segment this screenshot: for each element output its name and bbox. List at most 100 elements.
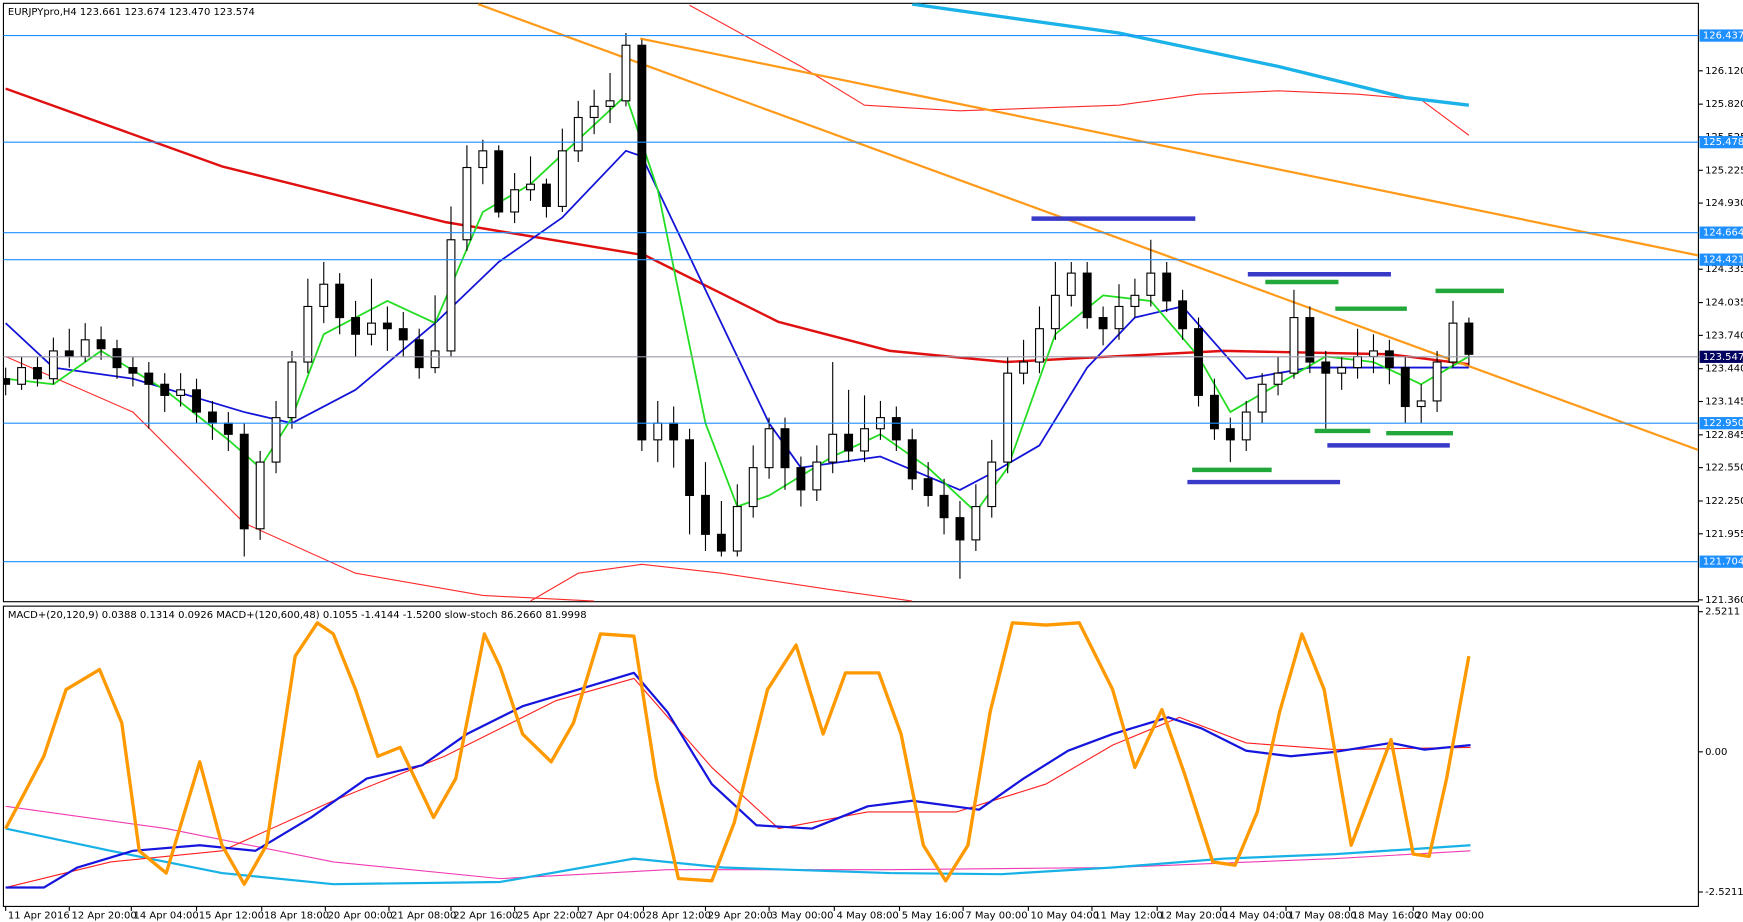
x-tick-label: 14 Apr 04:00 [134, 910, 199, 921]
candle-body [716, 533, 726, 552]
indicator-line [640, 37, 1699, 257]
level-label: 124.421 [1703, 255, 1743, 266]
candle-body [430, 350, 440, 369]
candle-body [462, 166, 472, 241]
candle-body [1432, 361, 1442, 402]
indicator-line [4, 621, 1471, 886]
level-label-box [1699, 226, 1743, 239]
candle-body [780, 428, 790, 469]
candle-body [1369, 350, 1378, 358]
candle-body [621, 44, 631, 102]
candle-body [557, 150, 567, 207]
level-label-box [1699, 136, 1743, 149]
indicator-line [5, 677, 1471, 889]
candle-body [1257, 383, 1267, 413]
x-tick-label: 7 May 00:00 [965, 910, 1027, 921]
candle-body [144, 372, 154, 385]
candle-body [255, 461, 265, 530]
candle-body [1241, 411, 1251, 441]
y-tick-label: 123.440 [1705, 364, 1743, 375]
candle-body [382, 322, 392, 330]
candle-body [701, 494, 710, 535]
y-tick-label: 0.00 [1705, 747, 1727, 758]
candle-body [446, 239, 456, 352]
candle-body [80, 339, 90, 358]
y-tick-label: 126.120 [1705, 66, 1743, 77]
candle-body [1066, 272, 1076, 296]
candle-body [1353, 355, 1363, 369]
candle-body [1003, 372, 1013, 463]
candle-body [17, 367, 27, 385]
candle-body [33, 367, 42, 380]
y-tick-label: 121.360 [1705, 595, 1743, 606]
y-tick-label: 124.335 [1705, 264, 1743, 275]
x-tick-label: 20 Apr 00:00 [328, 910, 393, 921]
candle-body [732, 505, 742, 552]
candle-body [128, 367, 138, 374]
y-tick-label: 122.250 [1705, 496, 1743, 507]
candle-body [1464, 322, 1474, 355]
candle-body [1098, 317, 1108, 330]
candle-body [1162, 272, 1172, 302]
candle-body [1194, 328, 1203, 396]
candle-body [907, 439, 917, 480]
y-tick-label: 122.550 [1705, 463, 1743, 474]
x-tick-label: 3 May 00:00 [771, 910, 833, 921]
y-tick-label: 125.820 [1705, 99, 1743, 110]
candle-body [844, 433, 854, 452]
candle-body [669, 422, 679, 441]
x-tick-label: 18 Apr 18:00 [264, 910, 329, 921]
candle-body [573, 116, 583, 152]
candle-body [414, 339, 424, 369]
candle-body [812, 461, 822, 491]
indicator-line [5, 87, 1470, 366]
candle-body [176, 389, 186, 396]
candle-body [1114, 305, 1124, 330]
x-tick-label: 21 Apr 08:00 [391, 910, 456, 921]
candle-body [653, 422, 663, 441]
x-tick-label: 20 May 00:00 [1415, 910, 1484, 921]
axes: 126.120125.820125.525125.225124.930124.3… [5, 7, 1743, 921]
candle-body [526, 183, 535, 191]
x-tick-label: 4 May 08:00 [837, 910, 899, 921]
indicator-panel-frame [2, 605, 1699, 907]
x-tick-label: 10 May 04:00 [1031, 910, 1100, 921]
level-label: 126.437 [1703, 31, 1743, 42]
candle-body [271, 417, 281, 463]
candle-body [1273, 372, 1283, 385]
panel-title: MACD+(20,120,9) 0.0388 0.1314 0.0926 MAC… [8, 610, 587, 621]
x-tick-label: 28 Apr 12:00 [646, 910, 711, 921]
y-tick-label: 2.5211 [1705, 607, 1740, 618]
x-tick-label: 11 May 12:00 [1094, 910, 1163, 921]
candle-body [1035, 328, 1044, 363]
candle-body [955, 517, 965, 541]
candle-body [939, 494, 949, 519]
indicator-line [5, 827, 1471, 886]
candle-body [764, 428, 774, 469]
y-tick-label: 121.955 [1705, 529, 1743, 540]
candle-body [1178, 300, 1188, 330]
x-tick-label: 18 May 16:00 [1352, 910, 1421, 921]
level-label-box [1699, 29, 1743, 42]
candle-body [478, 150, 488, 169]
x-tick-label: 12 Apr 20:00 [72, 910, 137, 921]
candle-body [1225, 428, 1235, 441]
candle-body [239, 433, 249, 530]
candle-body [685, 439, 695, 496]
candle-body [1019, 361, 1029, 374]
candle-body [1130, 294, 1140, 308]
x-tick-label: 12 May 20:00 [1159, 910, 1228, 921]
x-tick-label: 17 May 08:00 [1288, 910, 1357, 921]
candle-body [796, 467, 806, 491]
y-tick-label: 123.740 [1705, 330, 1743, 341]
y-tick-label: 125.225 [1705, 165, 1743, 176]
candle-body [96, 339, 106, 350]
candle-body [1050, 294, 1060, 330]
candle-body [1321, 361, 1331, 374]
candle-body [335, 283, 345, 319]
x-tick-label: 25 Apr 22:00 [517, 910, 582, 921]
candle-body [223, 422, 233, 435]
candle-body [891, 417, 901, 441]
candle-body [1384, 350, 1394, 369]
